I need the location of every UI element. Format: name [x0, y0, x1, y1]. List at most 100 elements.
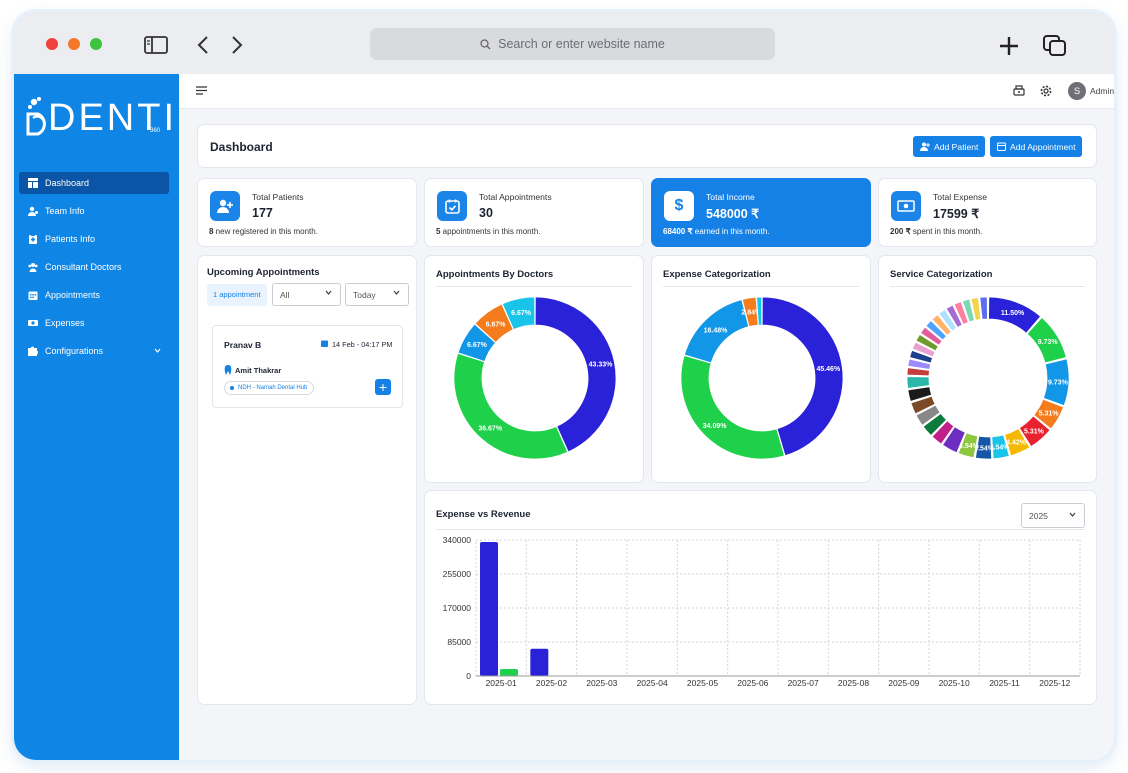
- stat-sub-value: 68400 ₹: [663, 227, 693, 236]
- sidebar-item-dashboard[interactable]: Dashboard: [19, 172, 169, 194]
- appointment-card[interactable]: Pranav B 14 Feb - 04:17 PM Amit Thakrar …: [212, 325, 403, 408]
- donut-slice[interactable]: [920, 326, 943, 346]
- donut-slice[interactable]: [1042, 358, 1070, 407]
- menu-toggle-icon[interactable]: [196, 86, 207, 95]
- chevron-down-icon: [393, 290, 400, 295]
- x-tick-label: 2025-01: [486, 678, 517, 688]
- donut-slice[interactable]: [961, 298, 975, 323]
- sidebar-toggle-icon[interactable]: [144, 36, 168, 54]
- minimize-window-dot[interactable]: [68, 38, 80, 50]
- donut-slice[interactable]: [741, 296, 759, 328]
- donut-slice[interactable]: [453, 352, 569, 460]
- bar-revenue[interactable]: [530, 648, 549, 676]
- stat-value: 30: [479, 206, 493, 220]
- tabs-overview-icon[interactable]: [1043, 35, 1067, 57]
- printer-icon[interactable]: [1013, 85, 1025, 97]
- x-tick-label: 2025-09: [888, 678, 919, 688]
- donut-slice[interactable]: [938, 308, 958, 332]
- stat-card-patients: Total Patients 177 8 new registered in t…: [197, 178, 417, 247]
- donut-slice[interactable]: [1018, 415, 1051, 448]
- donut-slice[interactable]: [925, 319, 947, 341]
- year-select[interactable]: 2025: [1021, 503, 1085, 528]
- donut-slice[interactable]: [922, 412, 947, 437]
- sidebar-item-team-info[interactable]: Team Info: [19, 200, 169, 222]
- donut-slice[interactable]: [931, 314, 952, 336]
- donut-slice[interactable]: [991, 434, 1010, 460]
- close-window-dot[interactable]: [46, 38, 58, 50]
- donut-slice[interactable]: [910, 395, 936, 415]
- add-appointment-plus-button[interactable]: +: [375, 379, 391, 395]
- donut-slice[interactable]: [988, 296, 1042, 334]
- sidebar-item-appointments[interactable]: Appointments: [19, 284, 169, 306]
- slice-label: 6.67%: [467, 342, 488, 349]
- add-appointment-button[interactable]: Add Appointment: [990, 136, 1083, 157]
- doctor-filter-value: All: [280, 289, 290, 300]
- donut-slice[interactable]: [970, 297, 982, 321]
- maximize-window-dot[interactable]: [90, 38, 102, 50]
- donut-slice[interactable]: [761, 296, 844, 457]
- donut-slice[interactable]: [1004, 428, 1031, 457]
- bar-expense[interactable]: [500, 669, 518, 676]
- donut-slice[interactable]: [457, 323, 497, 362]
- donut-slice[interactable]: [474, 303, 514, 343]
- new-tab-plus-icon[interactable]: [999, 36, 1019, 56]
- stat-value: 548000 ₹: [706, 207, 760, 221]
- donut-slice[interactable]: [915, 333, 939, 352]
- donut-slice[interactable]: [945, 304, 963, 328]
- donut-slice[interactable]: [953, 301, 969, 325]
- clinic-name: NDH - Namah Dental Hub: [238, 385, 308, 391]
- stat-subtext: 5 appointments in this month.: [436, 227, 541, 236]
- forward-arrow-icon[interactable]: [231, 36, 243, 54]
- slice-label: 6.67%: [511, 310, 532, 317]
- sidebar-item-patients-info[interactable]: Patients Info: [19, 228, 169, 250]
- user-name[interactable]: Admin: [1090, 86, 1114, 96]
- x-tick-label: 2025-11: [989, 678, 1020, 688]
- doctor-filter-select[interactable]: All: [272, 283, 341, 306]
- back-arrow-icon[interactable]: [197, 36, 209, 54]
- x-tick-label: 2025-06: [737, 678, 768, 688]
- x-tick-label: 2025-10: [939, 678, 970, 688]
- donut-slice[interactable]: [501, 296, 536, 331]
- donut-slice[interactable]: [974, 435, 993, 460]
- sidebar-item-consultant-doctors[interactable]: Consultant Doctors: [19, 256, 169, 278]
- settings-gear-icon[interactable]: [1040, 85, 1052, 97]
- sidebar-item-expenses[interactable]: Expenses: [19, 312, 169, 334]
- donut-slice[interactable]: [915, 404, 941, 426]
- donut-slice[interactable]: [931, 420, 955, 445]
- sidebar-item-configurations[interactable]: Configurations: [19, 340, 169, 362]
- stat-value: 17599 ₹: [933, 207, 980, 221]
- add-patient-button[interactable]: Add Patient: [913, 136, 986, 157]
- donut-chart: 43.33% 36.67% 6.67% 6.67% 6.67%: [453, 296, 617, 460]
- bar-revenue[interactable]: [480, 542, 498, 676]
- slice-label: 5.31%: [1039, 411, 1060, 418]
- donut-slice[interactable]: [680, 354, 785, 460]
- avatar[interactable]: S: [1068, 82, 1086, 100]
- add-user-icon: [210, 191, 240, 221]
- donut-slice[interactable]: [756, 296, 763, 326]
- date-filter-select[interactable]: Today: [345, 283, 409, 306]
- donut-slice[interactable]: [907, 358, 932, 370]
- donut-slice[interactable]: [979, 296, 988, 320]
- donut-slice[interactable]: [534, 296, 617, 453]
- appointment-datetime: 14 Feb - 04:17 PM: [332, 340, 393, 349]
- sidebar: DENTI 360 Dashboard Team Info Patients I…: [14, 74, 179, 760]
- donut-slice[interactable]: [909, 349, 934, 364]
- donut-slice[interactable]: [906, 367, 930, 377]
- donut-slice[interactable]: [683, 299, 750, 364]
- address-bar[interactable]: Search or enter website name: [370, 28, 775, 60]
- calendar-check-icon: [437, 191, 467, 221]
- sidebar-item-label: Team Info: [45, 206, 85, 216]
- donut-slice[interactable]: [957, 432, 979, 459]
- panel-title: Upcoming Appointments: [207, 267, 320, 278]
- donut-slice[interactable]: [906, 376, 930, 389]
- donut-slice[interactable]: [911, 341, 936, 358]
- puzzle-icon: [28, 346, 38, 356]
- donut-slice[interactable]: [1026, 316, 1067, 364]
- donut-slice[interactable]: [941, 426, 966, 454]
- brand-badge: 360: [150, 128, 161, 134]
- money-icon: [28, 320, 38, 326]
- stat-sub-value: 5: [436, 227, 441, 236]
- donut-slice[interactable]: [1033, 398, 1065, 430]
- dashboard-icon: [28, 178, 38, 188]
- donut-slice[interactable]: [907, 386, 933, 402]
